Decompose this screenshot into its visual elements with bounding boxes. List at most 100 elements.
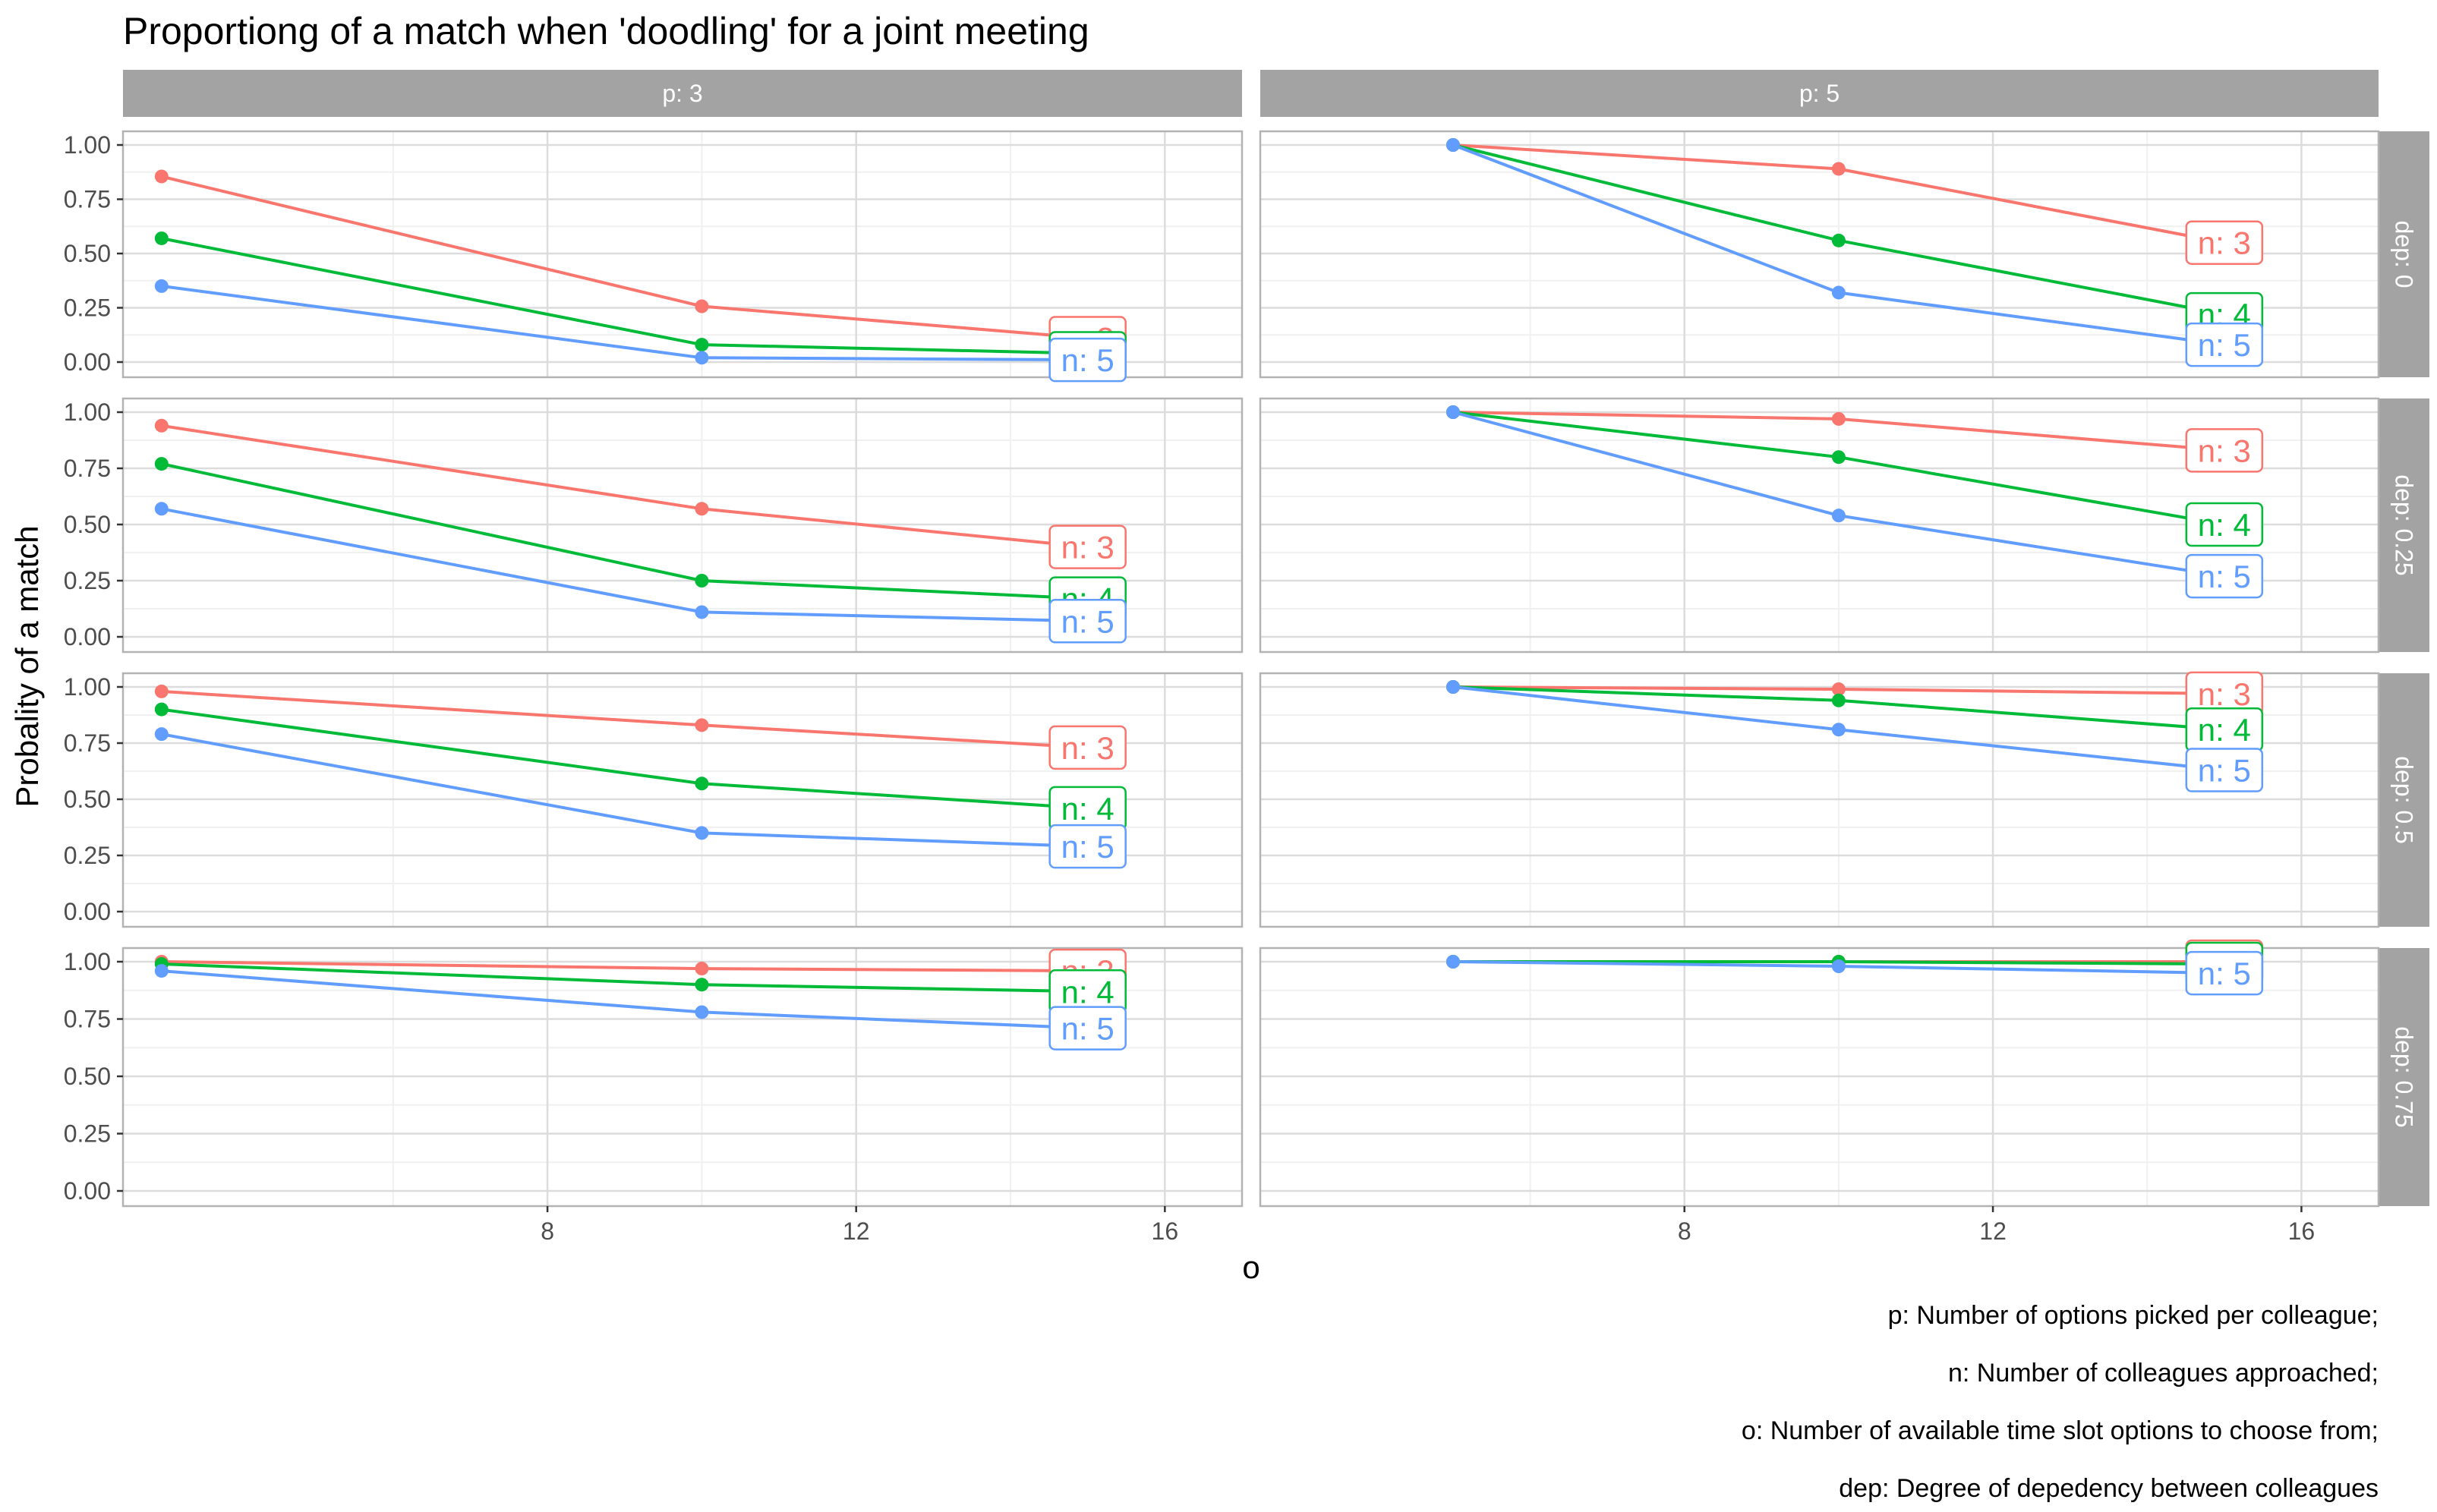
y-tick-label: 0.00 <box>64 1177 111 1205</box>
x-tick-label: 16 <box>2288 1217 2316 1245</box>
facet-panels: p: 3 p: 5 dep: 0 dep: 0.25 dep: 0.5 dep: 0.75… <box>64 70 2429 1245</box>
data-point-n-3 <box>154 418 169 433</box>
y-tick-label: 0.00 <box>64 898 111 925</box>
facet-strip-label-dep-0-5: dep: 0.5 <box>2391 756 2418 844</box>
chart-caption: p: Number of options picked per colleagu… <box>1742 1301 2379 1503</box>
data-point-n-4 <box>154 457 169 471</box>
panel-p-3-dep-0-25-data: n: 3n: 4n: 5 <box>154 418 1127 644</box>
data-point-n-3 <box>1831 162 1846 176</box>
y-tick-label: 0.25 <box>64 567 111 594</box>
x-tick-label: 12 <box>843 1217 870 1245</box>
series-end-label-text: n: 4 <box>2198 507 2251 543</box>
series-end-label-n-3: n: 3 <box>2185 220 2264 265</box>
data-point-n-5 <box>1831 959 1846 974</box>
series-end-label-box <box>1048 337 1127 383</box>
data-point-n-5 <box>1445 680 1460 694</box>
facet-strip-dep-0-75 <box>2379 948 2429 1206</box>
series-end-label-n-3: n: 3 <box>2185 428 2264 473</box>
series-end-label-box <box>2185 322 2264 367</box>
panel-p-5-dep-0-border <box>1259 130 2380 379</box>
data-point-n-4 <box>154 702 169 717</box>
chart-title: Proportiong of a match when 'doodling' f… <box>123 10 1089 52</box>
series-end-label-n-4: n: 4 <box>1048 969 1127 1014</box>
series-end-label-text: n: 5 <box>1061 1011 1114 1047</box>
data-point-n-5 <box>154 502 169 516</box>
series-end-label-box <box>1048 524 1127 569</box>
data-point-n-3 <box>695 502 709 516</box>
series-end-label-n-5: n: 5 <box>1048 599 1127 644</box>
series-end-label-text: n: 3 <box>2198 676 2251 712</box>
series-end-label-text: n: 5 <box>1061 829 1114 865</box>
data-point-n-5 <box>1831 285 1846 300</box>
data-point-n-5 <box>154 279 169 293</box>
data-point-n-3 <box>695 962 709 976</box>
series-end-label-box <box>2185 220 2264 265</box>
series-end-label-text: n: 5 <box>2198 559 2251 594</box>
data-point-n-4 <box>695 574 709 587</box>
panel-p-5-dep-0-data: n: 3n: 4n: 5 <box>1445 138 2264 367</box>
series-end-label-text: n: 5 <box>1061 603 1114 639</box>
series-end-label-n-5: n: 5 <box>2185 322 2264 367</box>
facet-strip-label-p-3: p: 3 <box>662 80 702 107</box>
series-end-label-text: n: 3 <box>2198 225 2251 261</box>
y-tick-label: 0.75 <box>64 1006 111 1033</box>
panel-p-5-dep-0-75-data: n: 3n: 4n: 5 <box>1445 939 2264 996</box>
data-point-n-5 <box>695 605 709 619</box>
series-end-label-box <box>2185 553 2264 599</box>
y-tick-label: 1.00 <box>64 398 111 426</box>
facet-strip-p-3 <box>123 70 1242 117</box>
series-end-label-text: n: 4 <box>2198 712 2251 748</box>
y-tick-label: 0.00 <box>64 348 111 376</box>
y-tick-label: 0.50 <box>64 1063 111 1090</box>
x-axis-title: o <box>1242 1249 1259 1285</box>
y-axis-title: Probality of a match <box>9 525 45 807</box>
data-point-n-4 <box>1831 693 1846 707</box>
series-end-label-text: n: 4 <box>1061 974 1114 1010</box>
panel-p-5-dep-0-75 <box>1259 947 2380 1208</box>
caption-line-dep: dep: Degree of depedency between colleag… <box>1839 1474 2379 1503</box>
series-end-label-n-5: n: 5 <box>2185 748 2264 792</box>
facet-strip-label-p-5: p: 5 <box>1799 80 1840 107</box>
y-tick-label: 0.75 <box>64 729 111 757</box>
data-point-n-3 <box>154 169 169 184</box>
data-point-n-5 <box>1831 509 1846 523</box>
panel-p-3-dep-0-75-data: n: 3n: 4n: 5 <box>154 948 1127 1051</box>
panel-p-5-dep-0-5-data: n: 3n: 4 n: 5 <box>1445 671 2264 792</box>
data-point-n-4 <box>1831 233 1846 247</box>
caption-line-n: n: Number of colleagues approached; <box>1948 1359 2379 1388</box>
caption-line-o: o: Number of available time slot options… <box>1742 1416 2379 1445</box>
data-point-n-3 <box>154 684 169 698</box>
series-end-label-n-4: n: 4 <box>2185 502 2264 547</box>
series-end-label-n-4: n: 4 <box>1048 786 1127 831</box>
x-tick-label: 8 <box>1678 1217 1691 1245</box>
data-point-n-5 <box>695 826 709 840</box>
data-point-n-5 <box>695 351 709 365</box>
series-end-label-n-5: n: 5 <box>2185 950 2264 996</box>
series-end-label-text: n: 3 <box>2198 433 2251 468</box>
series-end-label-text: n: 3 <box>1061 730 1114 766</box>
series-end-label-box <box>2185 428 2264 473</box>
data-point-n-4 <box>1831 450 1846 465</box>
y-tick-label: 0.75 <box>64 455 111 482</box>
facet-strip-dep-0-25 <box>2379 398 2429 652</box>
series-end-label-box <box>1048 824 1127 869</box>
panel-p-5-dep-0-25-data: n: 3 n: 4 n: 5 <box>1445 405 2264 599</box>
series-end-label-text: n: 5 <box>1061 342 1114 378</box>
series-end-label-n-5: n: 5 <box>2185 553 2264 599</box>
facet-strip-label-dep-0-25: dep: 0.25 <box>2391 474 2418 575</box>
data-point-n-3 <box>695 299 709 313</box>
series-end-label-box <box>1048 1006 1127 1051</box>
facet-strip-dep-0-5 <box>2379 673 2429 927</box>
series-end-label-text: n: 4 <box>1061 791 1114 827</box>
y-tick-label: 0.50 <box>64 786 111 813</box>
panel-p-5-dep-0-25-border <box>1259 397 2380 654</box>
data-point-n-5 <box>1445 955 1460 969</box>
y-tick-label: 0.50 <box>64 511 111 538</box>
y-tick-label: 0.50 <box>64 240 111 267</box>
series-end-label-n-4: n: 4 <box>2185 707 2264 752</box>
caption-line-p: p: Number of options picked per colleagu… <box>1888 1301 2379 1330</box>
data-point-n-3 <box>695 718 709 732</box>
data-point-n-5 <box>1445 405 1460 419</box>
y-tick-label: 1.00 <box>64 131 111 159</box>
